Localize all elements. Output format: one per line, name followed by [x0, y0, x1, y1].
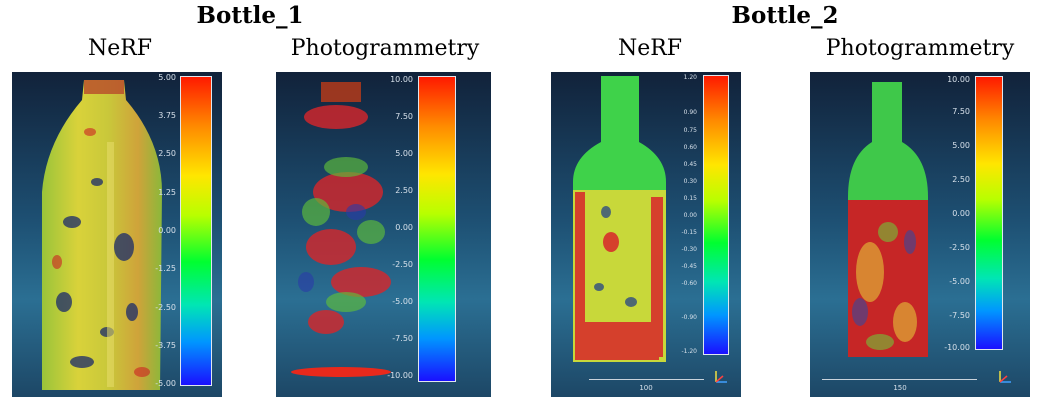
colorbar-tick: -7.50	[392, 334, 413, 343]
colorbar-tick: 7.50	[952, 107, 970, 116]
colorbar-tick: 0.15	[683, 195, 697, 202]
colorbar-tick: -1.20	[681, 348, 697, 355]
bottle-2-nerf-pointcloud	[573, 76, 666, 362]
colorbar-tick: 1.25	[158, 188, 176, 197]
colorbar-tick: 5.00	[952, 141, 970, 150]
panel-2-label: Photogrammetry	[290, 36, 480, 61]
colorbar-tick: -0.90	[681, 314, 697, 321]
colorbar-tick: 10.00	[947, 75, 970, 84]
colorbar-tick: 0.90	[683, 109, 697, 116]
colorbar-tick: -5.00	[392, 297, 413, 306]
colorbar-tick: -0.15	[681, 229, 697, 236]
colorbar-tick: -3.75	[155, 341, 176, 350]
colorbar-tick: 2.50	[395, 186, 413, 195]
colorbar-tick: -5.00	[155, 379, 176, 388]
panel-4-label: Photogrammetry	[825, 36, 1015, 61]
colorbar	[975, 76, 1003, 350]
colorbar-tick: -0.30	[681, 246, 697, 253]
colorbar-tick: 3.75	[158, 111, 176, 120]
bottle-1-title: Bottle_1	[196, 2, 304, 29]
bottle-2-title: Bottle_2	[731, 2, 839, 29]
colorbar-tick: -2.50	[392, 260, 413, 269]
colorbar-tick: -5.00	[949, 277, 970, 286]
colorbar-tick: -7.50	[949, 311, 970, 320]
colorbar-tick: -10.00	[387, 371, 413, 380]
scale-bar-label: 150	[893, 384, 907, 392]
colorbar-tick: 0.00	[158, 226, 176, 235]
colorbar-tick: -2.50	[949, 243, 970, 252]
colorbar	[418, 76, 456, 382]
colorbar-tick: 5.00	[395, 149, 413, 158]
scale-bar	[589, 379, 704, 380]
colorbar-tick: 0.00	[395, 223, 413, 232]
colorbar-tick: -1.25	[155, 264, 176, 273]
bottle-1-nerf-view: 5.00 3.75 2.50 1.25 0.00 -1.25 -2.50 -3.…	[12, 72, 222, 397]
bottle-1-nerf-pointcloud	[42, 80, 162, 390]
bottle-2-nerf-view: 1.20 0.90 0.75 0.60 0.45 0.30 0.15 0.00 …	[551, 72, 741, 397]
colorbar-tick: 7.50	[395, 112, 413, 121]
colorbar-tick: -0.60	[681, 280, 697, 287]
colorbar-tick: 0.00	[683, 212, 697, 219]
colorbar-tick: 2.50	[952, 175, 970, 184]
bottle-2-photogrammetry-pointcloud	[848, 82, 928, 357]
axes-gizmo-icon	[999, 371, 1011, 383]
scale-bar	[822, 379, 977, 380]
colorbar-tick: -10.00	[944, 343, 970, 352]
colorbar-tick: -0.45	[681, 263, 697, 270]
colorbar	[180, 76, 212, 386]
bottle-1-photogrammetry-pointcloud	[291, 82, 391, 377]
bottle-1-photogrammetry-view: 10.00 7.50 5.00 2.50 0.00 -2.50 -5.00 -7…	[276, 72, 491, 397]
panel-3-label: NeRF	[617, 36, 683, 61]
colorbar-tick: 10.00	[390, 75, 413, 84]
colorbar-tick: 0.45	[683, 161, 697, 168]
colorbar-tick: 2.50	[158, 149, 176, 158]
panel-1-label: NeRF	[87, 36, 153, 61]
colorbar-tick: -2.50	[155, 303, 176, 312]
colorbar-tick: 5.00	[158, 73, 176, 82]
colorbar-tick: 0.75	[683, 127, 697, 134]
colorbar-tick: 1.20	[683, 74, 697, 81]
colorbar-tick: 0.30	[683, 178, 697, 185]
colorbar-tick: 0.00	[952, 209, 970, 218]
colorbar	[703, 75, 729, 355]
colorbar-tick: 0.60	[683, 144, 697, 151]
scale-bar-label: 100	[639, 384, 653, 392]
bottle-2-photogrammetry-view: 10.00 7.50 5.00 2.50 0.00 -2.50 -5.00 -7…	[810, 72, 1030, 397]
axes-gizmo-icon	[715, 371, 727, 383]
